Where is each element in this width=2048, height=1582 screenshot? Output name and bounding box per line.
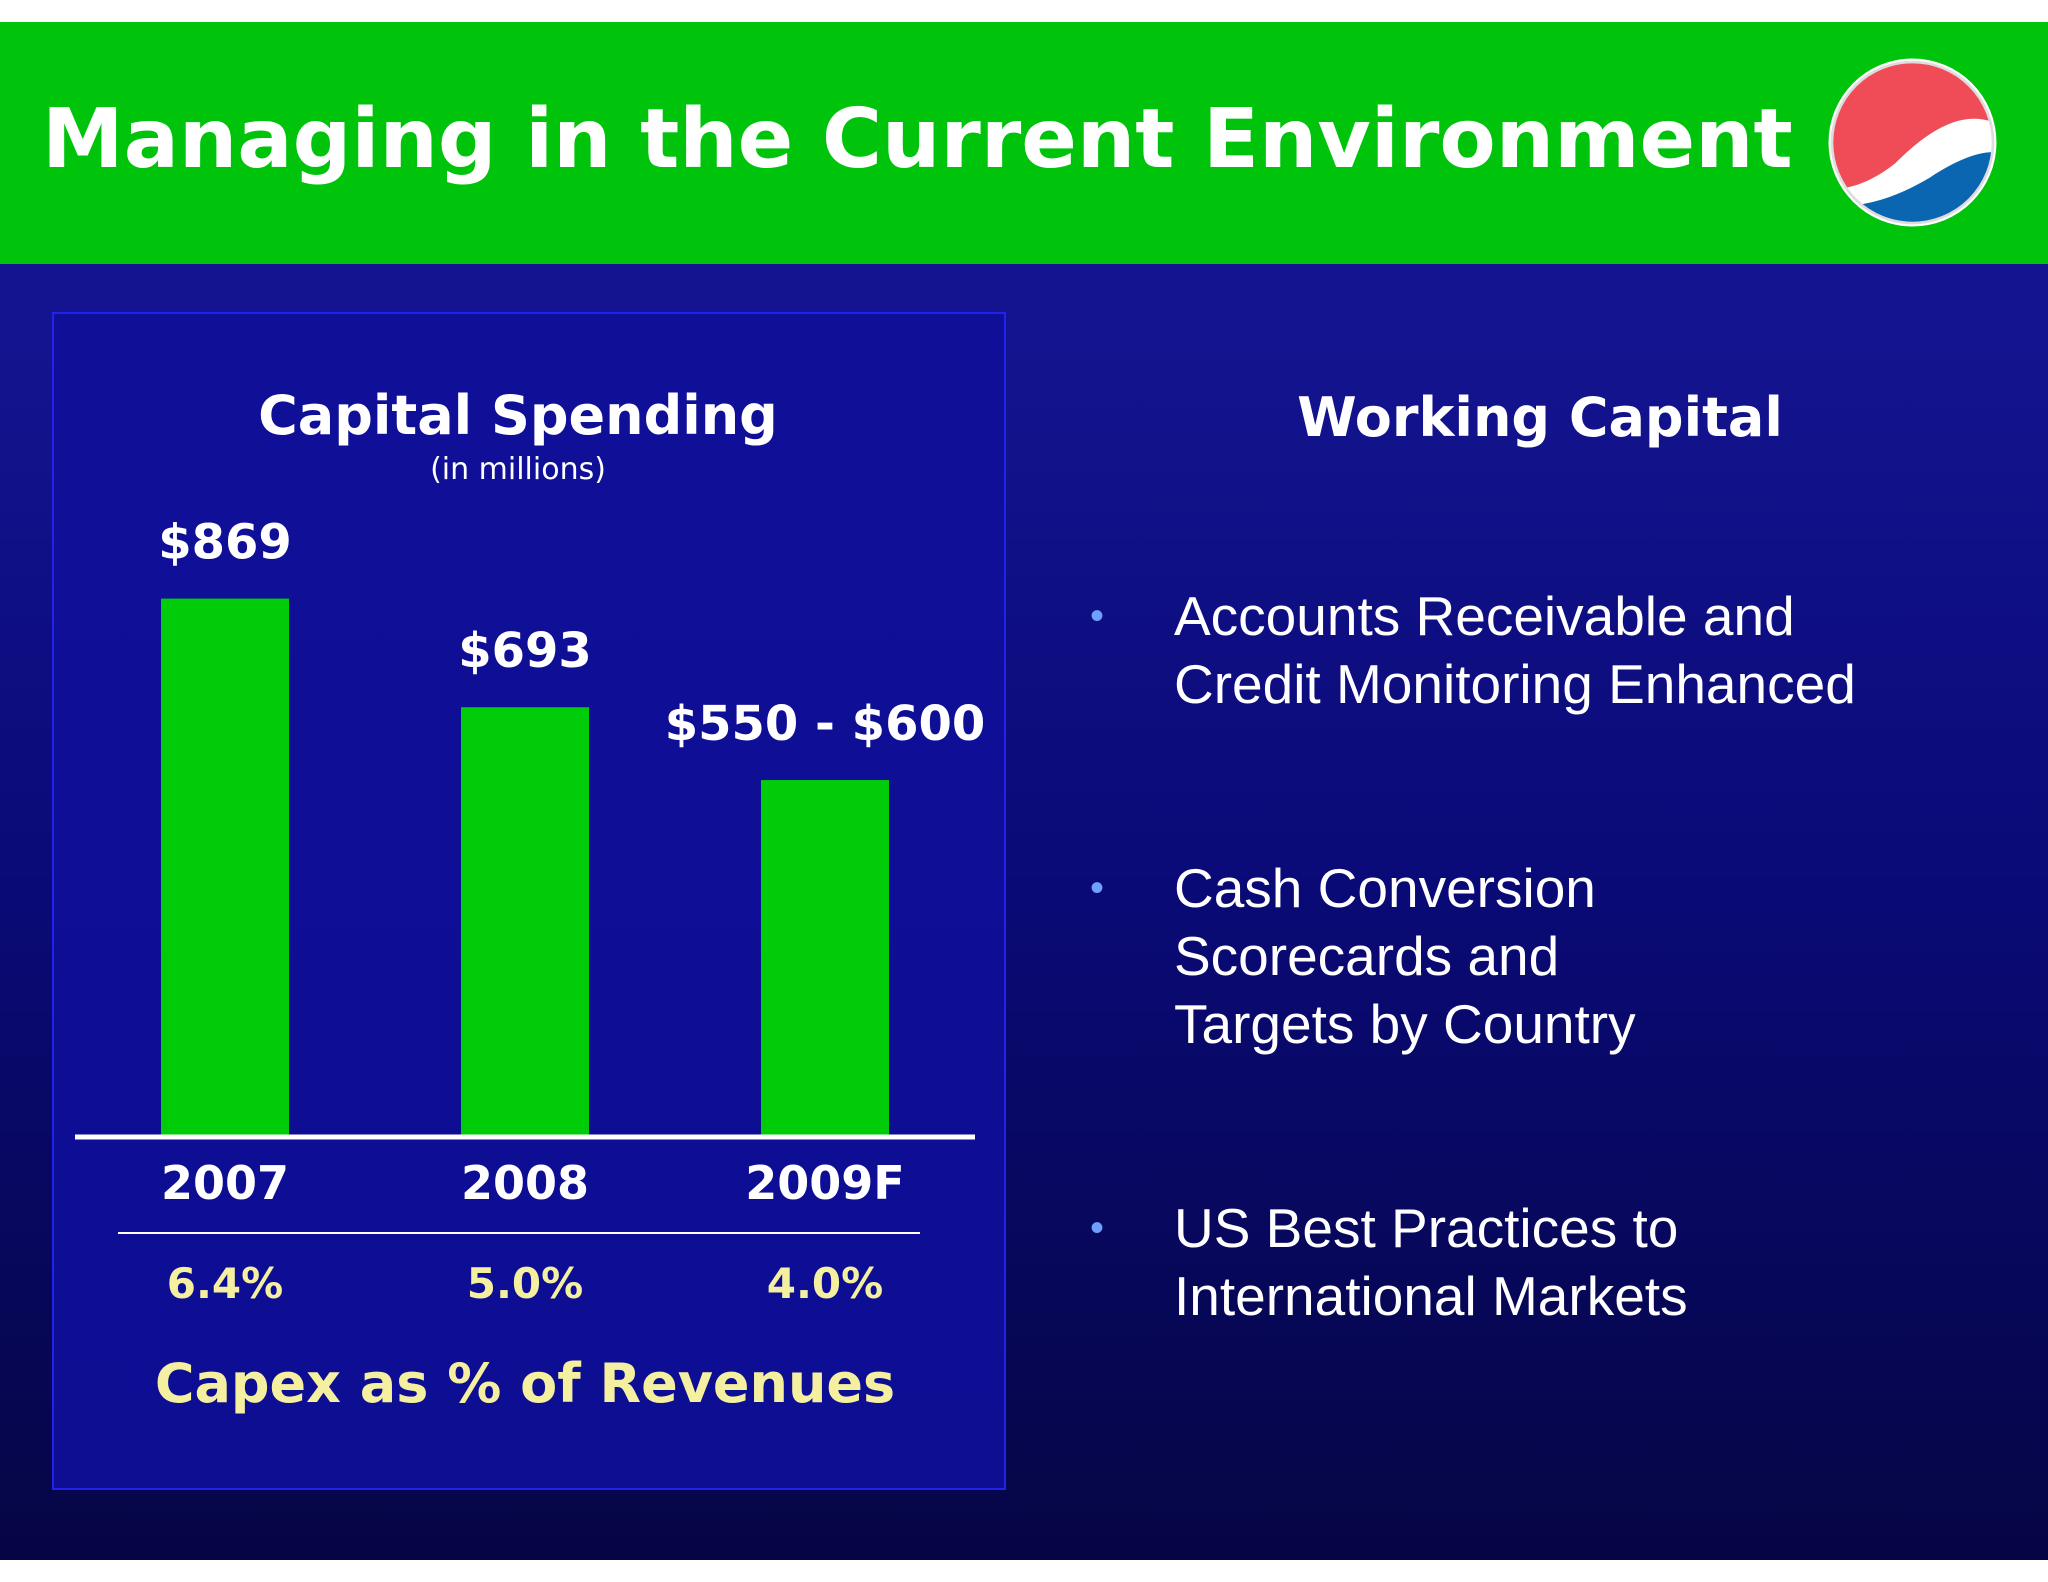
chart-title: Capital Spending: [258, 384, 778, 447]
bullet-text: Cash Conversion Scorecards and Targets b…: [1174, 854, 2034, 1058]
bar-value-label: $550 - $600: [665, 696, 986, 752]
bar-value-label: $693: [458, 623, 592, 679]
bullet-item: • US Best Practices to International Mar…: [1090, 1194, 1990, 1334]
capital-spending-chart: $869 2007 6.4% $693 2008 5.0% $550 - $600 2009F…: [75, 515, 986, 1308]
bullet-line: Credit Monitoring Enhanced: [1174, 653, 1856, 715]
x-tick-label: 2007: [161, 1156, 289, 1210]
bullet-item: • Accounts Receivable and Credit Monitor…: [1090, 582, 1990, 722]
capex-percent-value: 4.0%: [767, 1259, 883, 1308]
bullet-line: US Best Practices to: [1174, 1197, 1679, 1259]
bar: [461, 707, 589, 1135]
bullet-icon: •: [1090, 594, 1105, 638]
bullet-line: Scorecards and: [1174, 925, 1560, 987]
pepsi-logo: [1828, 58, 1997, 227]
bullet-text: US Best Practices to International Marke…: [1174, 1194, 2034, 1330]
bar: [761, 780, 889, 1135]
title-bar: Managing in the Current Environment: [0, 22, 2048, 264]
slide: Managing in the Current Environment Capi…: [0, 22, 2048, 1560]
bullet-line: Cash Conversion: [1174, 857, 1596, 919]
bullet-line: Accounts Receivable and: [1174, 585, 1795, 647]
slide-title: Managing in the Current Environment: [42, 92, 1793, 187]
chart-subtitle: (in millions): [430, 452, 606, 487]
bullet-line: International Markets: [1174, 1265, 1688, 1327]
bottom-margin: [0, 1560, 2048, 1582]
x-tick-label: 2008: [461, 1156, 589, 1210]
bullet-item: • Cash Conversion Scorecards and Targets…: [1090, 854, 1990, 1064]
bullet-line: Targets by Country: [1174, 993, 1636, 1055]
working-capital-title: Working Capital: [1297, 386, 1783, 449]
bullet-text: Accounts Receivable and Credit Monitorin…: [1174, 582, 2034, 718]
x-tick-label: 2009F: [745, 1156, 904, 1210]
capex-percent-value: 6.4%: [167, 1259, 283, 1308]
bullet-icon: •: [1090, 866, 1105, 910]
bullet-icon: •: [1090, 1206, 1105, 1250]
bar-value-label: $869: [158, 515, 292, 571]
capex-percent-value: 5.0%: [467, 1259, 583, 1308]
bar: [161, 598, 289, 1135]
capex-percent-label: Capex as % of Revenues: [154, 1352, 896, 1415]
